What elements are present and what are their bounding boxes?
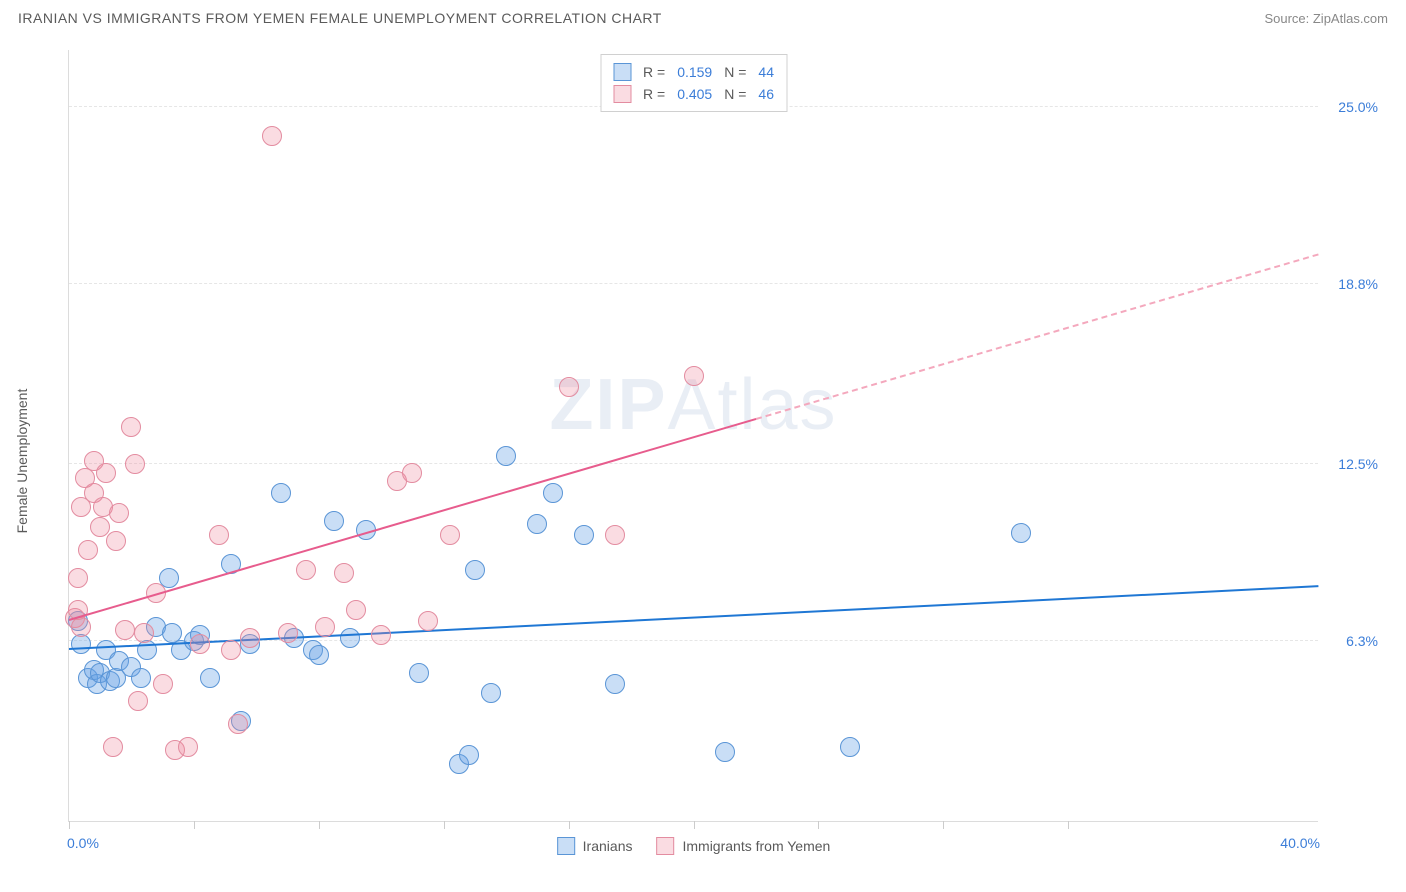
stats-row: R = 0.405 N = 46: [613, 83, 774, 105]
scatter-point: [209, 525, 229, 545]
scatter-point: [496, 446, 516, 466]
scatter-point: [605, 525, 625, 545]
scatter-point: [103, 737, 123, 757]
legend-item: Iranians: [557, 837, 633, 855]
x-axis-start-label: 0.0%: [67, 835, 99, 851]
scatter-point: [96, 463, 116, 483]
source-link[interactable]: ZipAtlas.com: [1313, 11, 1388, 26]
x-tick: [69, 821, 70, 829]
scatter-point: [309, 645, 329, 665]
x-tick: [694, 821, 695, 829]
scatter-point: [371, 625, 391, 645]
stat-n-value: 44: [758, 61, 774, 83]
stats-swatch-pink: [613, 85, 631, 103]
scatter-point: [684, 366, 704, 386]
scatter-point: [465, 560, 485, 580]
legend-swatch-pink: [656, 837, 674, 855]
scatter-point: [68, 568, 88, 588]
scatter-point: [334, 563, 354, 583]
x-tick: [943, 821, 944, 829]
legend-label: Iranians: [583, 838, 633, 854]
scatter-point: [346, 600, 366, 620]
x-tick: [1068, 821, 1069, 829]
source-prefix: Source:: [1264, 11, 1312, 26]
scatter-point: [559, 377, 579, 397]
scatter-point: [228, 714, 248, 734]
scatter-point: [240, 628, 260, 648]
scatter-point: [605, 674, 625, 694]
stat-n-label: N =: [724, 61, 746, 83]
scatter-point: [190, 634, 210, 654]
scatter-point: [131, 668, 151, 688]
stat-r-value: 0.405: [677, 83, 712, 105]
scatter-point: [715, 742, 735, 762]
scatter-point: [340, 628, 360, 648]
x-axis-end-label: 40.0%: [1280, 835, 1320, 851]
legend-label: Immigrants from Yemen: [682, 838, 830, 854]
scatter-point: [1011, 523, 1031, 543]
gridline: [69, 463, 1318, 464]
scatter-point: [278, 623, 298, 643]
scatter-point: [134, 623, 154, 643]
x-tick: [319, 821, 320, 829]
stats-legend-box: R = 0.159 N = 44 R = 0.405 N = 46: [600, 54, 787, 112]
stat-r-value: 0.159: [677, 61, 712, 83]
scatter-point: [315, 617, 335, 637]
stat-n-value: 46: [758, 83, 774, 105]
scatter-point: [459, 745, 479, 765]
scatter-point: [527, 514, 547, 534]
scatter-point: [78, 540, 98, 560]
scatter-point: [271, 483, 291, 503]
scatter-point: [324, 511, 344, 531]
scatter-point: [128, 691, 148, 711]
trend-line: [69, 418, 757, 621]
scatter-point: [109, 503, 129, 523]
scatter-point: [262, 126, 282, 146]
scatter-point: [402, 463, 422, 483]
gridline: [69, 283, 1318, 284]
scatter-point: [71, 617, 91, 637]
y-tick-label: 25.0%: [1323, 99, 1378, 115]
chart-header: IRANIAN VS IMMIGRANTS FROM YEMEN FEMALE …: [0, 0, 1406, 34]
x-tick: [818, 821, 819, 829]
scatter-point: [574, 525, 594, 545]
scatter-point: [178, 737, 198, 757]
chart-title: IRANIAN VS IMMIGRANTS FROM YEMEN FEMALE …: [18, 10, 662, 26]
scatter-point: [296, 560, 316, 580]
series-legend: Iranians Immigrants from Yemen: [557, 837, 831, 855]
stats-swatch-blue: [613, 63, 631, 81]
scatter-point: [840, 737, 860, 757]
stat-r-label: R =: [643, 61, 665, 83]
y-tick-label: 12.5%: [1323, 456, 1378, 472]
scatter-point: [200, 668, 220, 688]
y-axis-label: Female Unemployment: [14, 389, 30, 534]
chart-source: Source: ZipAtlas.com: [1264, 11, 1388, 26]
scatter-point: [153, 674, 173, 694]
y-tick-label: 6.3%: [1323, 633, 1378, 649]
legend-swatch-blue: [557, 837, 575, 855]
scatter-point: [221, 640, 241, 660]
scatter-point: [481, 683, 501, 703]
legend-item: Immigrants from Yemen: [656, 837, 830, 855]
trend-line-extrapolated: [756, 254, 1319, 420]
scatter-point: [125, 454, 145, 474]
scatter-point: [543, 483, 563, 503]
scatter-point: [71, 634, 91, 654]
x-tick: [194, 821, 195, 829]
scatter-point: [115, 620, 135, 640]
y-tick-label: 18.8%: [1323, 276, 1378, 292]
scatter-point: [418, 611, 438, 631]
chart-area: Female Unemployment ZIPAtlas R = 0.159 N…: [18, 50, 1388, 872]
stat-r-label: R =: [643, 83, 665, 105]
scatter-point: [409, 663, 429, 683]
stats-row: R = 0.159 N = 44: [613, 61, 774, 83]
scatter-point: [121, 417, 141, 437]
scatter-point: [106, 531, 126, 551]
x-tick: [569, 821, 570, 829]
scatter-point: [440, 525, 460, 545]
plot-area: ZIPAtlas R = 0.159 N = 44 R = 0.405 N = …: [68, 50, 1318, 822]
x-tick: [444, 821, 445, 829]
stat-n-label: N =: [724, 83, 746, 105]
